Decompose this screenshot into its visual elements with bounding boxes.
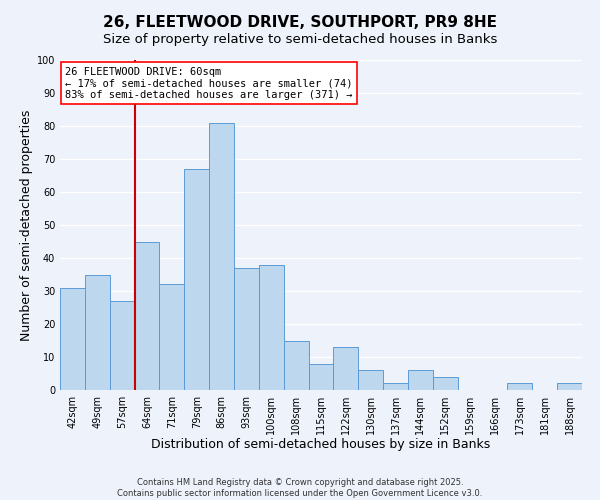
Bar [557,384,582,390]
Bar [259,264,284,390]
Bar [160,284,184,390]
Bar [85,274,110,390]
Bar [308,364,334,390]
Bar [60,288,85,390]
Bar [284,340,308,390]
Y-axis label: Number of semi-detached properties: Number of semi-detached properties [20,110,32,340]
Bar [358,370,383,390]
X-axis label: Distribution of semi-detached houses by size in Banks: Distribution of semi-detached houses by … [151,438,491,452]
Text: 26 FLEETWOOD DRIVE: 60sqm
← 17% of semi-detached houses are smaller (74)
83% of : 26 FLEETWOOD DRIVE: 60sqm ← 17% of semi-… [65,66,353,100]
Bar [110,301,134,390]
Bar [508,384,532,390]
Bar [433,377,458,390]
Text: Contains HM Land Registry data © Crown copyright and database right 2025.
Contai: Contains HM Land Registry data © Crown c… [118,478,482,498]
Bar [334,347,358,390]
Bar [383,384,408,390]
Bar [234,268,259,390]
Text: Size of property relative to semi-detached houses in Banks: Size of property relative to semi-detach… [103,32,497,46]
Bar [134,242,160,390]
Text: 26, FLEETWOOD DRIVE, SOUTHPORT, PR9 8HE: 26, FLEETWOOD DRIVE, SOUTHPORT, PR9 8HE [103,15,497,30]
Bar [184,169,209,390]
Bar [408,370,433,390]
Bar [209,122,234,390]
